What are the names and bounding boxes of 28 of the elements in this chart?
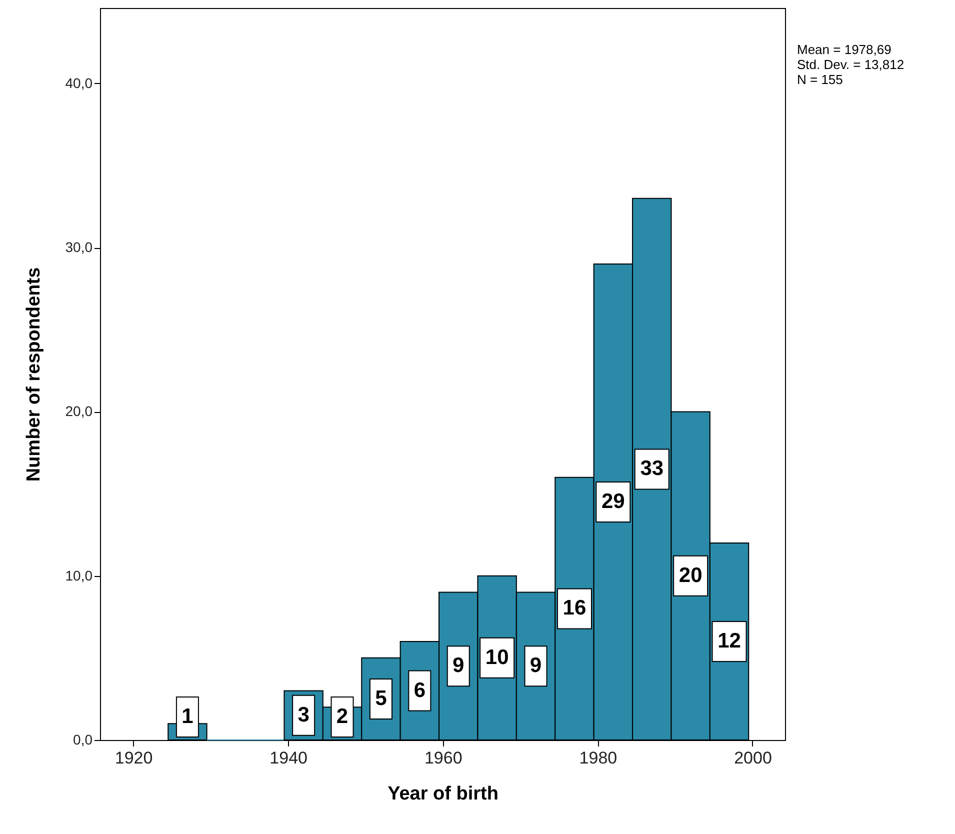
text: Std. Dev. = 13,812	[797, 57, 904, 72]
x-tick-label: 2000	[734, 748, 772, 768]
y-axis-title: Number of respondents	[23, 267, 44, 482]
x-tick-label: 1960	[424, 748, 462, 768]
y-tick-label: 10,0	[65, 567, 93, 584]
y-tick-label: 0,0	[73, 732, 93, 748]
data-label: 2	[336, 705, 348, 728]
data-label: 6	[414, 678, 426, 702]
data-label: 9	[530, 654, 542, 678]
data-label: 16	[562, 596, 586, 620]
y-tick-label: 40,0	[65, 75, 93, 91]
text: Mean = 1978,69	[797, 42, 892, 57]
y-tick-label: 20,0	[65, 403, 93, 420]
data-label: 29	[601, 490, 625, 514]
data-label: 9	[452, 654, 464, 678]
x-tick-label: 1940	[270, 748, 308, 768]
data-label: 3	[298, 703, 310, 726]
data-label: 1	[182, 705, 194, 728]
y-tick-label: 30,0	[65, 239, 93, 256]
x-axis-title: Year of birth	[388, 784, 498, 804]
data-label: 20	[678, 564, 702, 587]
x-tick-label: 1920	[114, 748, 153, 768]
data-label: 5	[375, 686, 388, 710]
data-label: 10	[485, 646, 509, 669]
x-tick-label: 1980	[579, 748, 618, 768]
data-label: 12	[718, 630, 741, 653]
text: N = 155	[797, 72, 844, 87]
data-label: 33	[640, 457, 664, 480]
